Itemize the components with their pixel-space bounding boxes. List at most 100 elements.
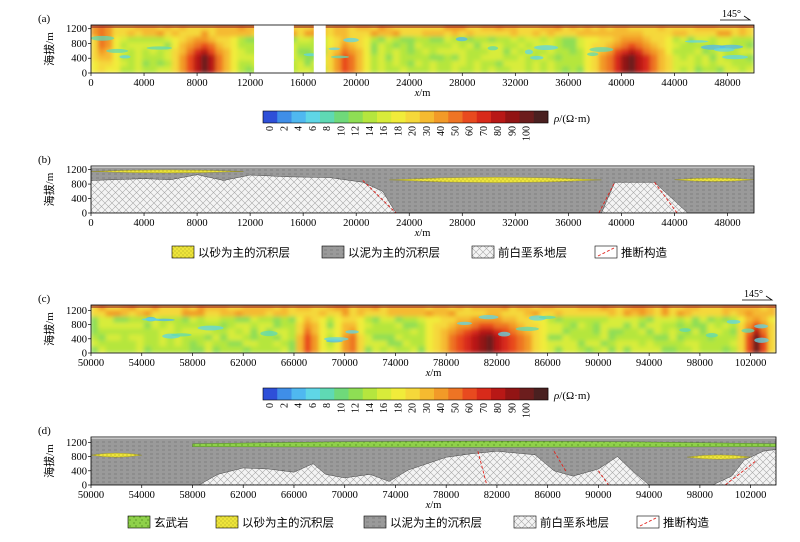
heat-cell bbox=[525, 54, 534, 62]
heat-cell bbox=[112, 42, 121, 50]
heat-cell bbox=[608, 316, 617, 324]
heat-cell bbox=[478, 316, 488, 324]
heat-cell bbox=[385, 48, 394, 56]
heat-cell bbox=[436, 60, 446, 68]
heat-cell bbox=[204, 310, 214, 318]
heat-cell bbox=[584, 25, 593, 32]
heat-cell bbox=[370, 36, 379, 44]
heat-cell bbox=[440, 340, 450, 348]
heat-cell bbox=[577, 340, 587, 348]
heat-cell bbox=[186, 30, 195, 38]
heat-cell bbox=[436, 36, 446, 44]
heat-cell bbox=[186, 36, 195, 44]
heat-cell bbox=[650, 48, 659, 56]
heat-cell bbox=[722, 334, 731, 342]
heat-cell bbox=[463, 322, 473, 330]
heat-cell bbox=[127, 30, 136, 38]
heat-cell bbox=[606, 42, 615, 50]
heat-cell bbox=[303, 340, 313, 348]
colorbar-swatch bbox=[462, 111, 478, 123]
heat-cell bbox=[174, 334, 183, 342]
azimuth-arrow bbox=[742, 295, 774, 301]
heat-cell bbox=[355, 30, 365, 38]
heat-cell bbox=[288, 310, 297, 318]
heat-cell bbox=[349, 305, 358, 312]
heat-cell bbox=[471, 328, 480, 336]
heat-cell bbox=[399, 48, 409, 56]
heat-cell bbox=[623, 305, 632, 312]
colorbar-swatch bbox=[305, 111, 321, 123]
resistivity-field bbox=[91, 25, 754, 73]
heat-cell bbox=[600, 310, 610, 318]
heat-cell bbox=[501, 322, 511, 330]
heat-cell bbox=[311, 305, 320, 312]
heat-cell bbox=[707, 334, 716, 342]
heat-cell bbox=[257, 322, 267, 330]
x-tick-label: 82000 bbox=[484, 358, 510, 369]
heat-cell bbox=[171, 60, 180, 68]
heat-cell bbox=[326, 42, 335, 50]
colorbar-tick-label: 60 bbox=[465, 403, 476, 413]
heat-cell bbox=[204, 316, 214, 324]
heat-cell bbox=[716, 36, 726, 44]
heat-cell bbox=[201, 36, 210, 44]
colorbar-tick-label: 50 bbox=[450, 126, 461, 136]
heat-cell bbox=[280, 340, 290, 348]
heat-cell bbox=[591, 60, 600, 68]
heat-cell bbox=[120, 316, 130, 324]
heat-cell bbox=[613, 66, 622, 73]
heat-cell bbox=[250, 322, 259, 330]
legend-label: 以砂为主的沉积层 bbox=[198, 246, 290, 260]
heat-cell bbox=[242, 334, 252, 342]
heat-cell bbox=[503, 66, 512, 73]
heat-cell bbox=[245, 60, 254, 68]
heat-cell bbox=[676, 346, 686, 353]
heat-cell bbox=[414, 60, 423, 68]
heat-cell bbox=[348, 25, 357, 32]
low-resistivity-lens bbox=[713, 47, 735, 52]
heat-cell bbox=[189, 316, 199, 324]
heat-cell bbox=[379, 322, 389, 330]
x-tick-label: 8000 bbox=[187, 218, 208, 229]
colorbar-tick-label: 10 bbox=[336, 403, 347, 413]
heat-cell bbox=[227, 310, 237, 318]
heat-cell bbox=[570, 316, 579, 324]
heat-cell bbox=[385, 36, 394, 44]
heat-cell bbox=[142, 25, 151, 32]
heat-cell bbox=[304, 60, 313, 68]
heat-cell bbox=[257, 305, 267, 312]
heat-cell bbox=[493, 322, 503, 330]
heat-cell bbox=[691, 340, 701, 348]
heat-cell bbox=[296, 328, 305, 336]
heat-cell bbox=[348, 30, 357, 38]
colorbar-swatch bbox=[391, 111, 406, 123]
heat-cell bbox=[480, 36, 490, 44]
heat-cell bbox=[576, 66, 586, 73]
colorbar-tick-label: 0 bbox=[265, 403, 276, 408]
heat-cell bbox=[250, 340, 259, 348]
heat-cell bbox=[356, 310, 366, 318]
heat-cell bbox=[510, 66, 519, 73]
heat-cell bbox=[576, 30, 586, 38]
heat-cell bbox=[304, 42, 313, 50]
heat-cell bbox=[707, 340, 716, 348]
heat-cell bbox=[164, 48, 173, 56]
heat-cell bbox=[458, 42, 468, 50]
heat-cell bbox=[326, 60, 335, 68]
heat-cell bbox=[547, 66, 556, 73]
colorbar-1: 0 2 4 6 8 10 12 14 16 18 20 30 40 50 60 70 80 90 100ρ/(Ω·m… bbox=[262, 110, 590, 141]
heat-cell bbox=[738, 60, 748, 68]
heat-cell bbox=[635, 30, 644, 38]
colorbar-tick-label: 100 bbox=[522, 126, 533, 141]
colorbar-tick-label: 80 bbox=[493, 126, 504, 136]
heat-cell bbox=[364, 310, 374, 318]
heat-cell bbox=[387, 305, 396, 312]
heat-cell bbox=[296, 48, 306, 56]
heat-cell bbox=[635, 36, 644, 44]
heat-cell bbox=[623, 340, 632, 348]
heat-cell bbox=[215, 48, 225, 56]
heat-cell bbox=[576, 60, 586, 68]
heat-cell bbox=[197, 316, 206, 324]
heat-cell bbox=[394, 310, 404, 318]
heat-cell bbox=[341, 305, 351, 312]
